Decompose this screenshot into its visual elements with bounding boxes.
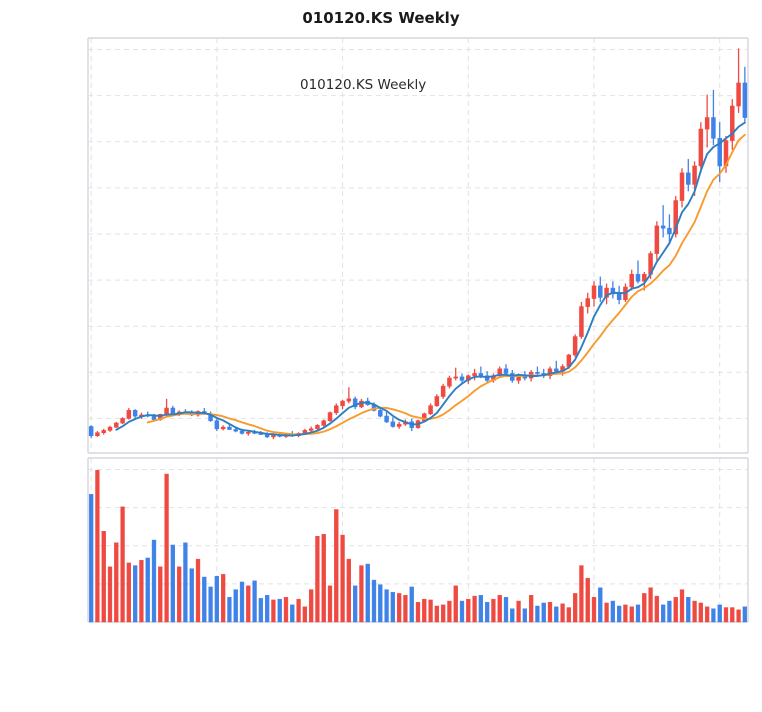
moving-average-fast-line (115, 121, 746, 437)
series-annotation-label: 010120.KS Weekly (300, 77, 426, 93)
price-axes-frame (87, 37, 749, 454)
chart-title: 010120.KS Weekly (302, 9, 459, 27)
moving-average-slow-line (146, 133, 746, 436)
volume-bar-series (88, 470, 748, 623)
